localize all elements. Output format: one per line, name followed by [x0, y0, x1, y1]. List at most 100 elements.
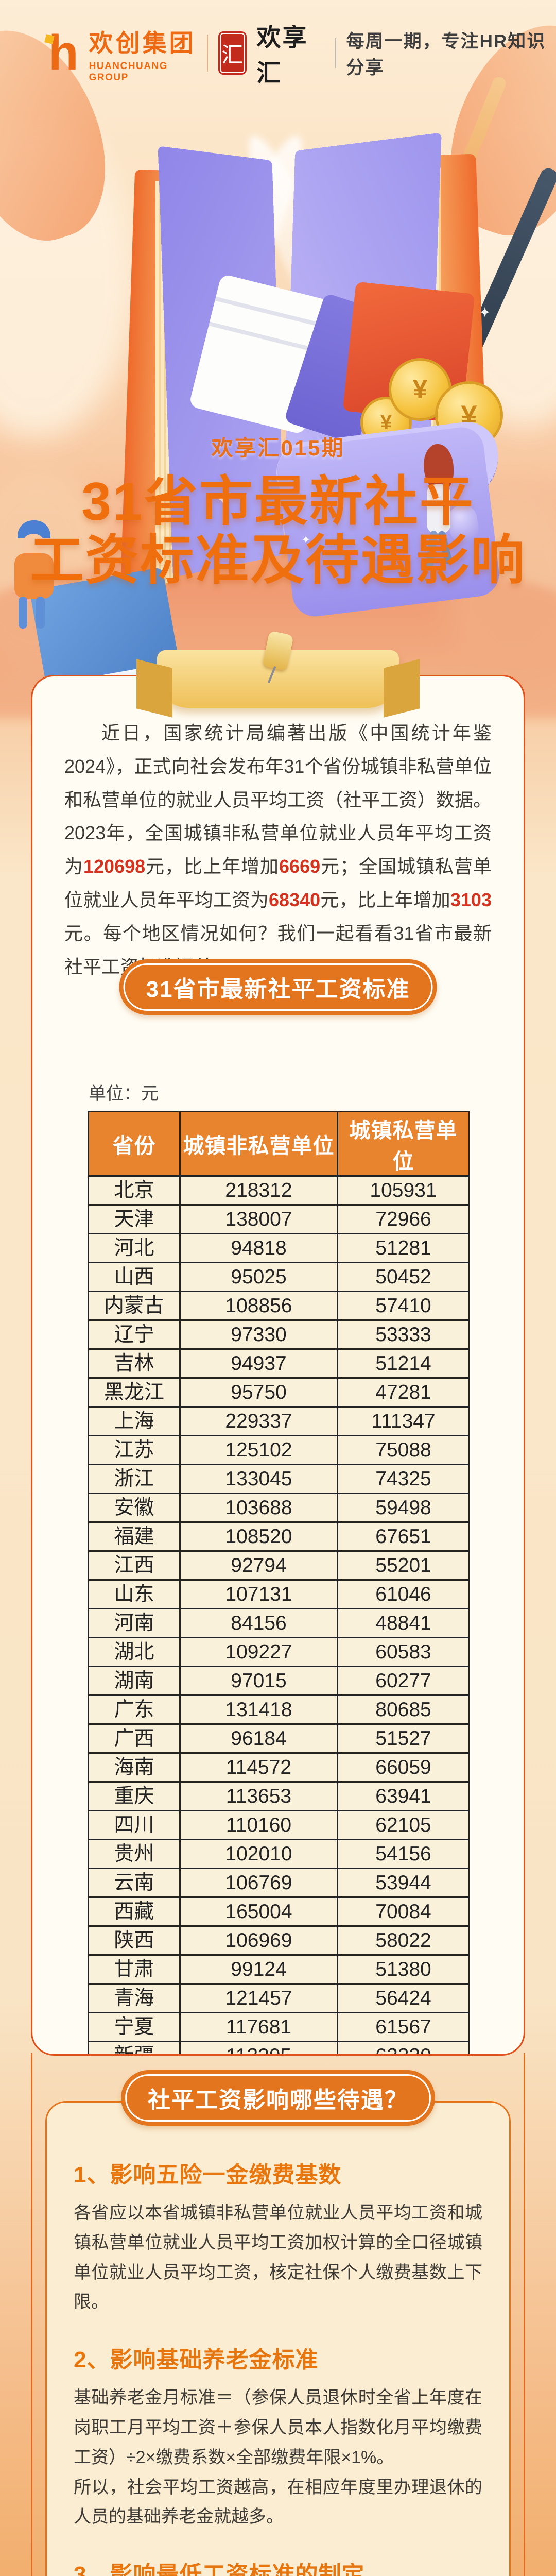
benefits-card: 1、影响五险一金缴费基数 各省应以本省城镇非私营单位就业人员平均工资和城镇私营单…: [45, 2101, 511, 2576]
intro-segment: 元；全国城镇私营单位就业人员年平均工资为: [64, 856, 492, 910]
private-wage-cell: 63941: [337, 1781, 470, 1812]
private-wage-cell: 53944: [337, 1868, 470, 1899]
table-row: 内蒙古 108856 57410: [88, 1291, 470, 1321]
province-cell: 西藏: [88, 1896, 181, 1927]
province-cell: 福建: [88, 1521, 181, 1552]
table-row: 新疆 112305 62220: [88, 2041, 470, 2054]
nonprivate-wage-cell: 110160: [179, 1810, 338, 1841]
province-cell: 上海: [88, 1406, 181, 1437]
column-header-province: 省份: [88, 1111, 181, 1177]
table-row: 海南 114572 66059: [88, 1752, 470, 1783]
nonprivate-wage-cell: 125102: [179, 1435, 338, 1466]
benefit-body: 基础养老金月标准＝（参保人员退休时全省上年度在岗职工月平均工资＋参保人员本人指数…: [74, 2388, 482, 2527]
small-person: [4, 520, 66, 634]
table-row: 山东 107131 61046: [88, 1579, 470, 1610]
table-row: 辽宁 97330 53333: [88, 1319, 470, 1350]
intro-segment: 近日，国家统计局编著出版《中国统计年鉴2024》，正式向社会发布年31个省份城镇…: [64, 722, 492, 877]
table-row: 江西 92794 55201: [88, 1550, 470, 1581]
province-cell: 内蒙古: [88, 1291, 181, 1321]
table-row: 宁夏 117681 61567: [88, 2012, 470, 2043]
benefit-section: 2、影响基础养老金标准 基础养老金月标准＝（参保人员退休时全省上年度在岗职工月平…: [74, 2341, 482, 2532]
nonprivate-wage-cell: 102010: [179, 1839, 338, 1870]
unit-label: 单位：元: [89, 1084, 159, 1104]
private-wage-cell: 57410: [337, 1291, 470, 1321]
huanxianghui-seal-icon: 汇: [218, 31, 247, 75]
province-cell: 浙江: [88, 1464, 181, 1495]
table-row: 云南 106769 53944: [88, 1868, 470, 1899]
table-row: 西藏 165004 70084: [88, 1896, 470, 1927]
table-row: 黑龙江 95750 47281: [88, 1377, 470, 1408]
table-badge: 31省市最新社平工资标准: [119, 959, 437, 1015]
province-cell: 湖北: [88, 1637, 181, 1668]
masthead-header: h 欢创集团 HUANCHUANG GROUP 汇 欢享汇 每周一期，专注HR知…: [45, 18, 556, 89]
private-wage-cell: 70084: [337, 1896, 470, 1927]
frame-line-left: [31, 2053, 32, 2576]
table-row: 四川 110160 62105: [88, 1810, 470, 1841]
frame-line-right: [524, 2053, 525, 2576]
masthead-title: 欢享汇: [256, 24, 308, 87]
nonprivate-wage-cell: 94818: [179, 1233, 338, 1264]
private-wage-cell: 47281: [337, 1377, 470, 1408]
table-row: 重庆 113653 63941: [88, 1781, 470, 1812]
column-header-private: 城镇私营单位: [337, 1111, 470, 1177]
benefit-section: 3、影响最低工资标准的制定 在制定最低工资标准时，政府会考虑社平工资水平，以确保…: [74, 2556, 482, 2576]
province-cell: 陕西: [88, 1925, 181, 1956]
province-cell: 山东: [88, 1579, 181, 1610]
private-wage-cell: 55201: [337, 1550, 470, 1581]
private-wage-cell: 61567: [337, 2012, 470, 2043]
province-cell: 海南: [88, 1752, 181, 1783]
province-cell: 河北: [88, 1233, 181, 1264]
nonprivate-wage-cell: 84156: [179, 1608, 338, 1639]
nonprivate-wage-cell: 107131: [179, 1579, 338, 1610]
sparkle-icon: ✦: [479, 304, 491, 320]
table-row: 江苏 125102 75088: [88, 1435, 470, 1466]
private-wage-cell: 56424: [337, 1983, 470, 2014]
table-row: 湖北 109227 60583: [88, 1637, 470, 1668]
nonprivate-wage-cell: 108856: [179, 1291, 338, 1321]
private-wage-cell: 51527: [337, 1723, 470, 1754]
table-row: 青海 121457 56424: [88, 1983, 470, 2014]
table-row: 陕西 106969 58022: [88, 1925, 470, 1956]
nonprivate-wage-cell: 108520: [179, 1521, 338, 1552]
benefit-heading: 3、影响最低工资标准的制定: [74, 2562, 365, 2576]
nonprivate-wage-cell: 121457: [179, 1983, 338, 2014]
table-row: 湖南 97015 60277: [88, 1666, 470, 1697]
province-cell: 湖南: [88, 1666, 181, 1697]
benefit-section: 1、影响五险一金缴费基数 各省应以本省城镇非私营单位就业人员平均工资和城镇私营单…: [74, 2156, 482, 2317]
nonprivate-wage-cell: 95025: [179, 1262, 338, 1293]
intro-segment: 元，比上年增加: [145, 856, 280, 877]
private-wage-cell: 58022: [337, 1925, 470, 1956]
table-header-row: 省份 城镇非私营单位 城镇私营单位: [88, 1111, 470, 1177]
sparkle-icon: ✦: [301, 533, 311, 546]
private-wage-cell: 54156: [337, 1839, 470, 1870]
nonprivate-wage-cell: 165004: [179, 1896, 338, 1927]
private-wage-cell: 59498: [337, 1493, 470, 1523]
nonprivate-wage-cell: 94937: [179, 1348, 338, 1379]
intro-paragraph: 近日，国家统计局编著出版《中国统计年鉴2024》，正式向社会发布年31个省份城镇…: [64, 717, 492, 984]
province-cell: 贵州: [88, 1839, 181, 1870]
nonprivate-wage-cell: 113653: [179, 1781, 338, 1812]
table-row: 甘肃 99124 51380: [88, 1954, 470, 1985]
wage-table: 省份 城镇非私营单位 城镇私营单位 北京 218312 105931 天津 13…: [88, 1111, 470, 2054]
table-row: 河南 84156 48841: [88, 1608, 470, 1639]
province-cell: 江苏: [88, 1435, 181, 1466]
province-cell: 广东: [88, 1694, 181, 1725]
table-row: 山西 95025 50452: [88, 1262, 470, 1293]
province-cell: 天津: [88, 1204, 181, 1235]
nonprivate-wage-cell: 117681: [179, 2012, 338, 2043]
province-cell: 新疆: [88, 2041, 181, 2054]
province-cell: 四川: [88, 1810, 181, 1841]
benefit-body: 各省应以本省城镇非私营单位就业人员平均工资和城镇私营单位就业人员平均工资加权计算…: [74, 2203, 482, 2312]
column-header-nonprivate: 城镇非私营单位: [179, 1111, 338, 1177]
private-wage-cell: 62220: [337, 2041, 470, 2054]
nonprivate-wage-cell: 106769: [179, 1868, 338, 1899]
brand-block: 欢创集团 HUANCHUANG GROUP: [89, 23, 197, 83]
nonprivate-wage-cell: 109227: [179, 1637, 338, 1668]
table-row: 浙江 133045 74325: [88, 1464, 470, 1495]
table-row: 上海 229337 111347: [88, 1406, 470, 1437]
private-wage-cell: 60583: [337, 1637, 470, 1668]
table-row: 广西 96184 51527: [88, 1723, 470, 1754]
nonprivate-wage-cell: 229337: [179, 1406, 338, 1437]
masthead-tagline: 每周一期，专注HR知识分享: [346, 31, 546, 78]
